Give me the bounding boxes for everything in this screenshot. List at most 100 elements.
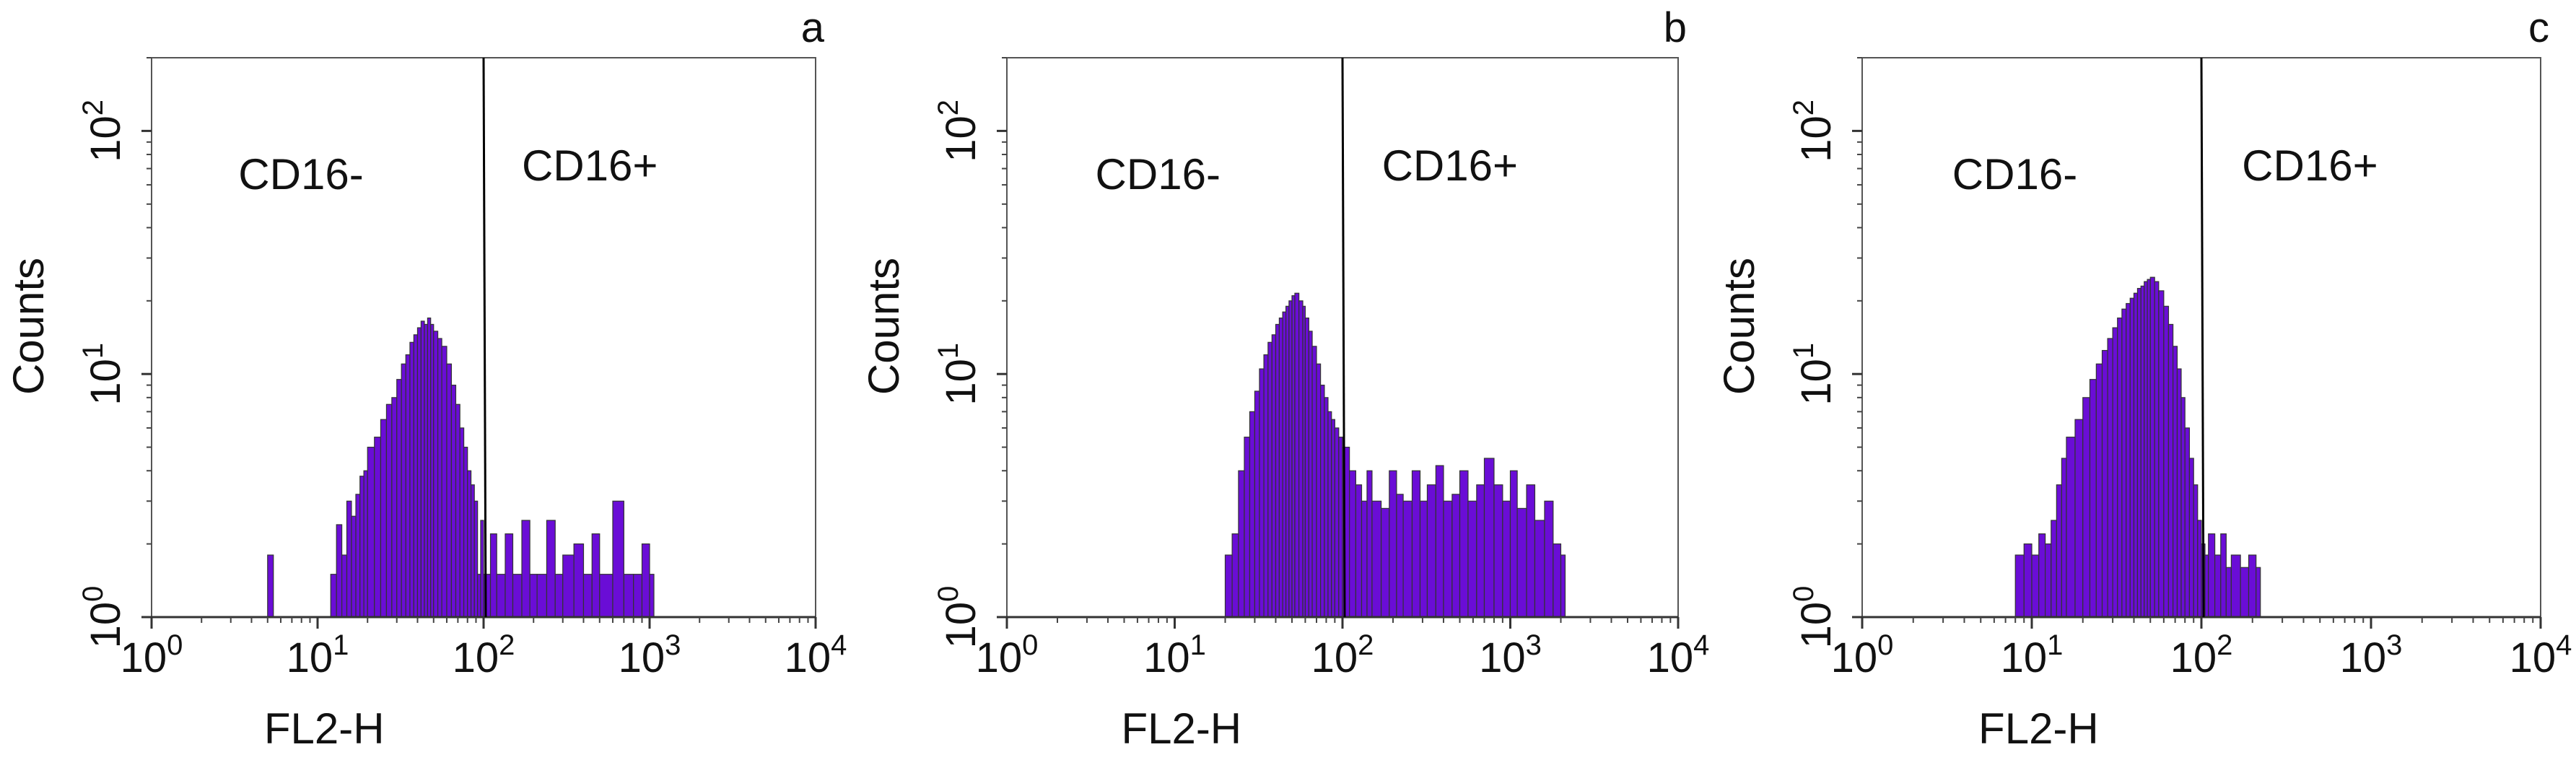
histogram-bar [427,317,432,618]
histogram-bar [2188,458,2194,618]
tick-base: 10 [287,634,333,681]
y-axis-label: Counts [860,258,908,395]
tick-exponent: 1 [933,343,964,359]
gate-line [2200,57,2205,618]
tick-exponent: 1 [1190,629,1206,661]
histogram-bar [473,500,479,618]
x-axis-label: FL2-H [1978,704,2099,753]
histogram-bar [1502,500,1511,618]
histogram-bar [2147,279,2151,618]
histogram-bar [2225,567,2232,618]
y-tick-label: 101 [1788,343,1840,406]
y-tick-label: 100 [77,586,129,649]
x-tick-label: 101 [287,629,349,681]
tick-exponent: 0 [77,586,109,602]
histogram-bar [1244,437,1251,618]
histogram-bar [1275,323,1280,618]
histogram-bar [367,446,375,618]
histogram-bar [1311,346,1317,618]
histogram-bar [2163,305,2170,618]
x-tick-label: 104 [2510,629,2572,681]
histogram-bar [359,476,364,618]
histogram-bar [1366,470,1373,618]
histogram-bar [591,533,601,618]
tick-base: 10 [2001,634,2048,681]
histogram-bar [1526,484,1536,618]
histogram-bar [2051,520,2057,618]
histogram-bar [424,323,429,618]
histogram-bar [1324,397,1329,618]
histogram-bar [1435,465,1444,618]
y-tick-label: 101 [933,343,984,406]
panel-letter: a [801,4,825,51]
histogram-bar [1285,305,1290,618]
histogram-bar [2240,567,2250,618]
histogram-bar [1267,341,1272,618]
histogram-bar [396,379,402,618]
histogram-bar [1509,470,1518,618]
tick-base: 10 [121,634,167,681]
histogram-bar [1334,427,1340,618]
histogram-bar [2149,276,2155,618]
histogram-bar [385,403,393,618]
histogram-bar [1259,368,1265,618]
x-tick-label: 100 [121,629,183,681]
histogram-bar [2101,349,2108,618]
histogram-bar [2066,437,2076,618]
y-tick-label: 100 [1788,586,1840,649]
histogram-panel-c: 100 101 102 103 104100101102FL2-HCountsCD16-… [1715,4,2572,753]
histogram-bar [1396,494,1404,618]
histogram-bar [416,327,422,618]
histogram-bar [1426,484,1436,618]
histogram-bar [1338,437,1343,618]
tick-base: 10 [938,359,984,406]
tick-base: 10 [82,115,129,162]
histogram-bar [2167,323,2174,618]
x-tick-label: 104 [1647,629,1710,681]
histogram-bar [1467,500,1477,618]
tick-base: 10 [2170,634,2217,681]
histogram-bar [633,574,643,618]
histogram-bar [2208,533,2216,618]
x-tick-label: 102 [2170,629,2233,681]
y-tick-label: 102 [77,100,129,162]
histogram-bar [1263,354,1269,618]
histogram-bar [2126,302,2131,618]
histogram-bar [1319,385,1325,618]
histogram-bar [512,574,523,618]
tick-exponent: 1 [2047,629,2063,661]
tick-base: 10 [1647,634,1694,681]
region-label-cd16-positive: CD16+ [1382,141,1518,190]
x-tick-label: 103 [619,629,681,681]
histogram-bar [380,419,388,618]
histogram-bar [355,494,361,618]
histogram-bar [446,363,453,618]
region-label-cd16-negative: CD16- [1952,150,2077,198]
histogram-bar [2014,554,2025,618]
histogram-bar [1553,543,1562,618]
histogram-bar [2248,554,2257,618]
tick-base: 10 [619,634,665,681]
tick-exponent: 2 [2217,629,2232,661]
histogram-bar [463,446,468,618]
tick-base: 10 [1793,602,1840,649]
histogram-bar [2023,543,2033,618]
histogram-bar [505,533,514,618]
histogram-bar [1298,300,1304,618]
histogram-bar [401,363,406,618]
histogram-bar [1534,520,1545,618]
histogram-bar [1278,317,1283,618]
histogram-bar [2031,554,2040,618]
gate-line [482,57,487,618]
tick-exponent: 0 [933,586,964,602]
tick-exponent: 2 [933,100,964,115]
tick-exponent: 0 [1788,586,1820,602]
tick-exponent: 2 [1788,100,1820,115]
tick-base: 10 [1793,115,1840,162]
histogram-bar [450,385,457,618]
histogram-bar [467,470,472,618]
histogram-bar [2176,368,2182,618]
region-label-cd16-negative: CD16- [1096,150,1221,198]
x-tick-label: 102 [1311,629,1374,681]
